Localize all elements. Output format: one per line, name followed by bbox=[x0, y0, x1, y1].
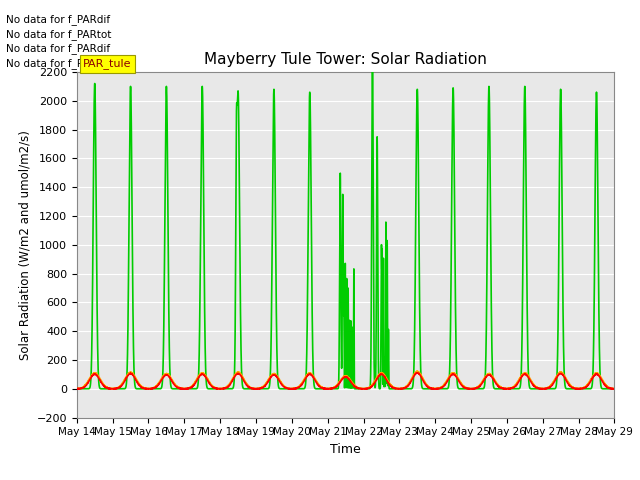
Text: PAR_tule: PAR_tule bbox=[83, 59, 132, 70]
Legend: PAR Water, PAR Tule, PAR In: PAR Water, PAR Tule, PAR In bbox=[181, 479, 510, 480]
Text: No data for f_PARtot: No data for f_PARtot bbox=[6, 58, 112, 69]
Title: Mayberry Tule Tower: Solar Radiation: Mayberry Tule Tower: Solar Radiation bbox=[204, 52, 487, 67]
Y-axis label: Solar Radiation (W/m2 and umol/m2/s): Solar Radiation (W/m2 and umol/m2/s) bbox=[18, 130, 31, 360]
Text: No data for f_PARtot: No data for f_PARtot bbox=[6, 29, 112, 40]
Text: No data for f_PARdif: No data for f_PARdif bbox=[6, 43, 111, 54]
X-axis label: Time: Time bbox=[330, 443, 361, 456]
Text: No data for f_PARdif: No data for f_PARdif bbox=[6, 14, 111, 25]
